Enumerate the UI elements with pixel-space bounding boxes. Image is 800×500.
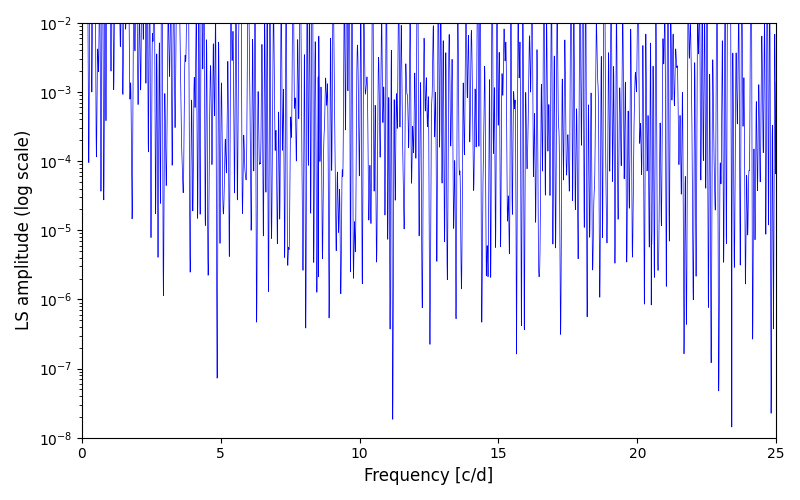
Y-axis label: LS amplitude (log scale): LS amplitude (log scale): [15, 130, 33, 330]
X-axis label: Frequency [c/d]: Frequency [c/d]: [364, 467, 494, 485]
